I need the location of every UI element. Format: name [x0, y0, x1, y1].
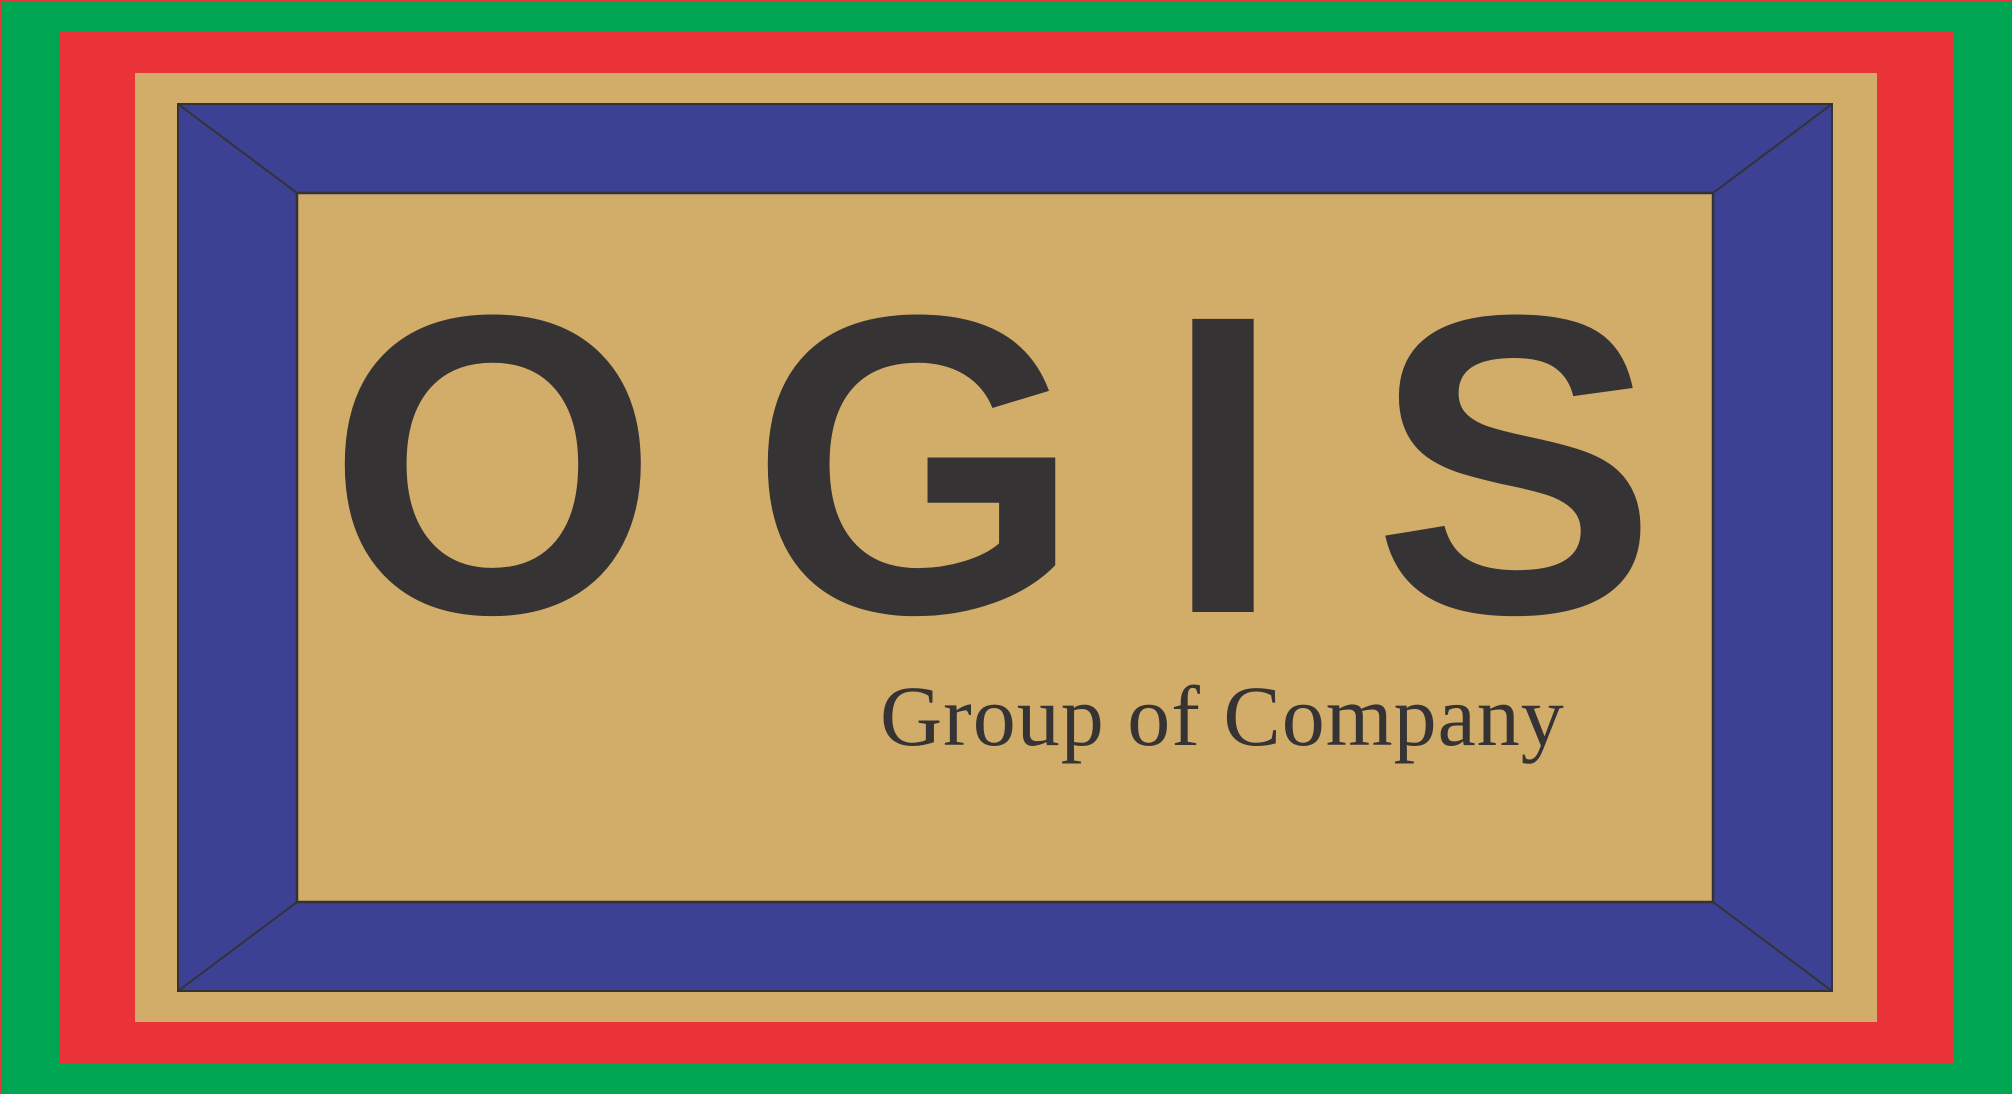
wordmark-letter-s: S: [1373, 227, 1657, 703]
wordmark-letter-i: I: [1164, 227, 1282, 703]
wordmark-letter-o: O: [327, 227, 658, 703]
tagline: Group of Company: [880, 668, 1565, 764]
inner-panel: [295, 191, 1715, 904]
blue-frame: [177, 103, 1833, 992]
wordmark-letter-g: G: [750, 227, 1081, 703]
